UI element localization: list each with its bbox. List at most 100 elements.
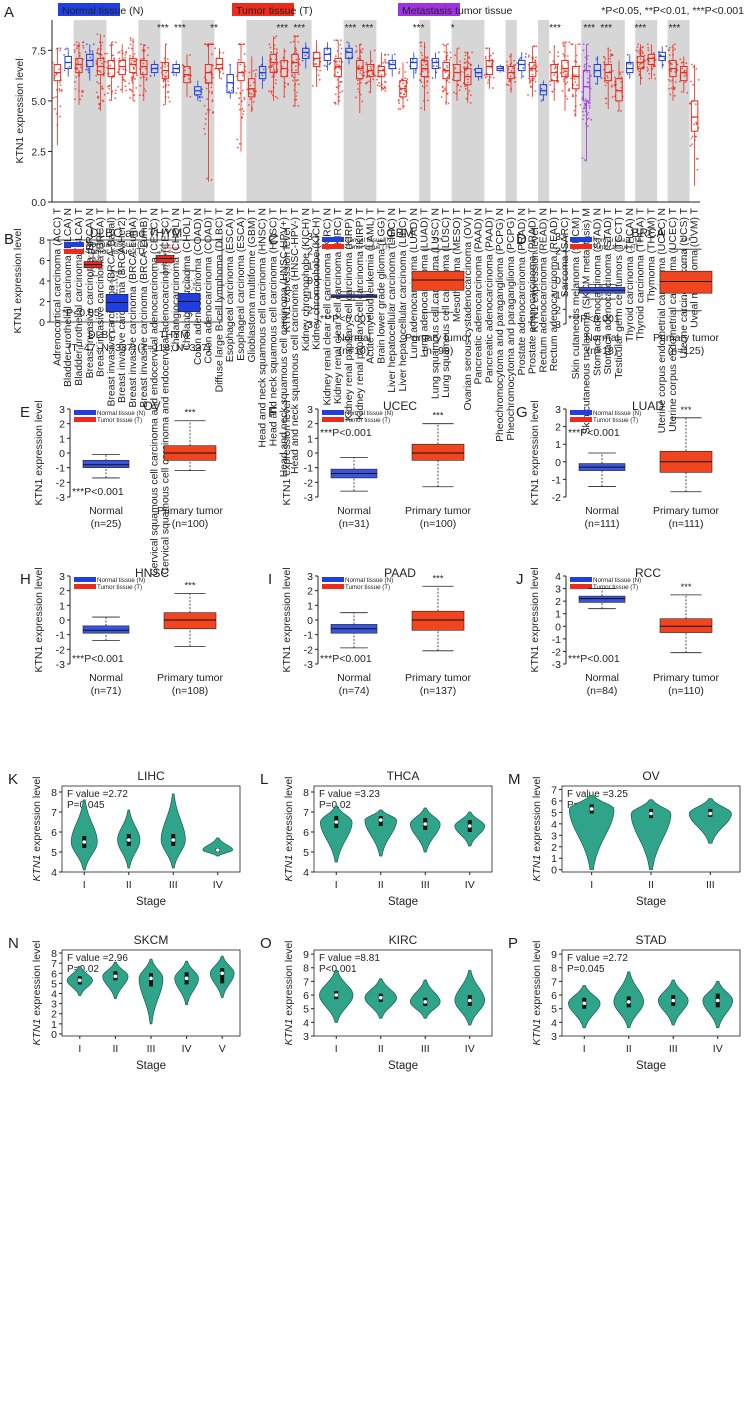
data-point: [122, 76, 124, 79]
data-point: [549, 51, 551, 54]
legend-swatch: [570, 417, 592, 422]
data-point: [419, 41, 422, 44]
data-point: [130, 79, 133, 82]
data-point: [206, 177, 208, 180]
data-point: [463, 58, 466, 61]
data-point: [604, 58, 607, 61]
data-point: [313, 58, 316, 61]
data-point: [188, 279, 191, 282]
data-point: [209, 70, 212, 73]
data-point: [359, 69, 362, 72]
data-point: [77, 60, 80, 63]
data-point: [109, 281, 112, 284]
x-axis-label: Stage: [636, 1060, 666, 1072]
data-point: [535, 45, 538, 48]
data-point: [273, 37, 276, 40]
data-point: [238, 103, 240, 106]
column-band: [149, 20, 161, 202]
data-point: [212, 76, 214, 79]
data-point: [370, 68, 373, 70]
data-point: [109, 44, 111, 47]
data-point: [466, 81, 469, 84]
data-point: [549, 84, 552, 86]
data-point: [685, 62, 688, 65]
data-point: [186, 312, 189, 314]
data-point: [211, 82, 213, 85]
y-axis-gene: KTN1: [531, 1019, 543, 1046]
data-point: [516, 62, 519, 65]
category-label: Rectum adenocarcinoma (READ) N: [538, 208, 549, 373]
data-point: [426, 80, 429, 82]
x-count-tumor: (n=125): [668, 345, 704, 357]
data-point: [586, 77, 589, 80]
data-point: [613, 76, 616, 79]
x-tick-label: I: [83, 879, 86, 891]
x-tick-label: I: [335, 879, 338, 891]
data-point: [393, 53, 396, 56]
data-point: [298, 63, 301, 66]
data-point: [635, 49, 638, 52]
data-point: [140, 58, 143, 61]
data-point: [82, 44, 85, 47]
data-point: [254, 75, 257, 78]
legend-label: Normal tissue (N): [86, 240, 149, 249]
data-point: [289, 41, 292, 44]
f-value: F value =2.72: [67, 789, 128, 800]
violin-median: [78, 978, 82, 983]
data-point: [112, 60, 115, 63]
data-point: [59, 105, 62, 108]
data-point: [133, 99, 136, 102]
tumor-box: [659, 618, 713, 633]
violin: [320, 805, 353, 863]
data-point: [568, 88, 571, 90]
data-point: [211, 53, 213, 56]
data-point: [114, 97, 117, 100]
data-point: [575, 74, 577, 77]
legend-label: Normal tissue (N): [345, 577, 393, 584]
data-point: [402, 82, 405, 85]
panel-title: GBM: [386, 226, 413, 240]
data-point: [641, 52, 644, 55]
data-point: [124, 53, 127, 56]
data-point: [357, 64, 360, 67]
data-point: [359, 43, 362, 46]
data-point: [64, 48, 67, 51]
plot-frame: [313, 785, 493, 873]
data-point: [168, 263, 170, 265]
data-point: [82, 41, 84, 44]
legend-label: Tumor tissue (T): [236, 5, 313, 17]
category-label: Bladder urothelial carcinoma (BLCA) T: [74, 207, 85, 385]
data-point: [157, 268, 159, 271]
data-point: [527, 55, 530, 58]
category-label: Diffuse large B-cell lymphoma (DLBC) T: [214, 207, 225, 392]
tumor-box: [411, 270, 465, 291]
data-point: [86, 269, 89, 271]
data-point: [695, 123, 698, 125]
data-point: [135, 87, 138, 89]
data-point: [528, 77, 531, 80]
data-point: [563, 78, 565, 81]
x-label-normal: Normal: [585, 672, 619, 684]
data-point: [464, 87, 467, 90]
data-point: [587, 125, 589, 128]
data-point: [446, 51, 449, 54]
data-point: [540, 88, 543, 90]
data-point: [119, 291, 122, 293]
data-point: [644, 59, 646, 62]
group-count: (T=47; N=337): [68, 342, 136, 354]
data-point: [341, 90, 344, 93]
data-point: [283, 60, 285, 63]
category-label: Cholangiocarcinoma (CHOL) N: [171, 208, 182, 352]
data-point: [252, 81, 255, 84]
data-point: [670, 62, 672, 65]
violin-median: [215, 848, 220, 852]
data-point: [118, 51, 121, 54]
data-point: [211, 90, 214, 93]
data-point: [562, 41, 565, 44]
data-point: [696, 168, 699, 171]
data-point: [380, 73, 383, 76]
panel-letter: B: [4, 231, 14, 248]
y-tick-label: 4: [303, 867, 309, 879]
data-point: [97, 82, 100, 85]
x-label-tumor: Primary tumor: [405, 505, 471, 517]
